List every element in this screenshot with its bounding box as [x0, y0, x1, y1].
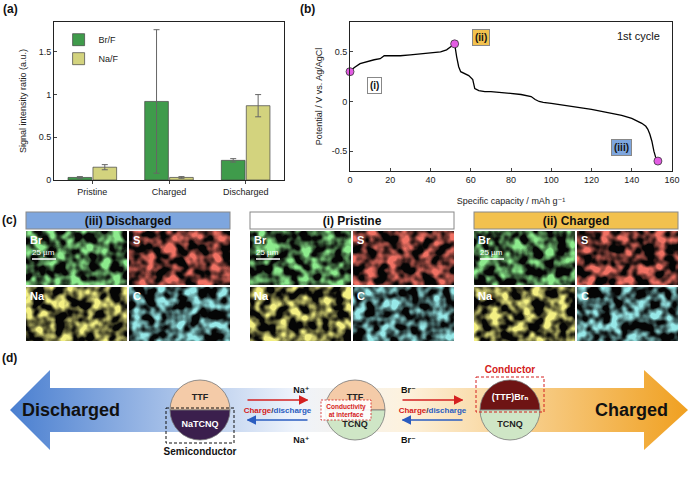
- svg-text:0: 0: [342, 97, 347, 107]
- svg-text:Charged: Charged: [595, 400, 668, 420]
- svg-text:Na/F: Na/F: [99, 54, 119, 64]
- svg-text:1st cycle: 1st cycle: [617, 30, 660, 42]
- svg-text:Discharged: Discharged: [22, 400, 120, 420]
- svg-text:(ii): (ii): [475, 32, 487, 43]
- svg-text:(i): (i): [370, 80, 379, 91]
- svg-text:Conductor: Conductor: [485, 364, 536, 375]
- svg-text:Br: Br: [254, 234, 267, 246]
- svg-text:S: S: [581, 234, 588, 246]
- svg-text:(d): (d): [2, 351, 17, 365]
- svg-text:TTF: TTF: [346, 392, 364, 402]
- svg-text:S: S: [133, 234, 140, 246]
- svg-text:S: S: [357, 234, 364, 246]
- svg-text:0: 0: [347, 175, 352, 185]
- svg-text:Charge/discharge: Charge/discharge: [244, 406, 312, 415]
- svg-text:Br⁻: Br⁻: [401, 385, 416, 395]
- svg-text:-0.5: -0.5: [332, 146, 348, 156]
- svg-text:100: 100: [544, 175, 559, 185]
- svg-text:(TTF)Brₙ: (TTF)Brₙ: [492, 392, 529, 402]
- svg-text:Specific capacity / mAh g⁻¹: Specific capacity / mAh g⁻¹: [457, 196, 565, 206]
- svg-text:1.5: 1.5: [39, 47, 52, 57]
- svg-text:Conductivity: Conductivity: [326, 403, 366, 411]
- svg-text:Charge/discharge: Charge/discharge: [399, 406, 467, 415]
- svg-text:TCNQ: TCNQ: [342, 419, 368, 429]
- svg-text:60: 60: [466, 175, 476, 185]
- svg-text:40: 40: [425, 175, 435, 185]
- svg-text:Na: Na: [254, 290, 269, 302]
- svg-text:at interface: at interface: [329, 411, 364, 418]
- svg-text:(i) Pristine: (i) Pristine: [323, 214, 382, 228]
- svg-text:0.5: 0.5: [39, 132, 52, 142]
- svg-text:20: 20: [385, 175, 395, 185]
- svg-text:80: 80: [506, 175, 516, 185]
- svg-text:160: 160: [664, 175, 679, 185]
- svg-text:C: C: [133, 290, 141, 302]
- svg-text:0: 0: [46, 175, 51, 185]
- svg-text:25 µm: 25 µm: [256, 248, 279, 257]
- svg-text:Na⁺: Na⁺: [293, 385, 310, 395]
- svg-text:Semiconductor: Semiconductor: [164, 446, 237, 457]
- svg-text:25 µm: 25 µm: [480, 248, 503, 257]
- svg-text:Na: Na: [478, 290, 493, 302]
- svg-text:NaTCNQ: NaTCNQ: [181, 419, 218, 429]
- svg-text:(ii) Charged: (ii) Charged: [543, 214, 610, 228]
- svg-text:Br: Br: [30, 234, 43, 246]
- html-text:(a): (a): [3, 2, 18, 16]
- svg-text:1: 1: [46, 90, 51, 100]
- svg-text:Na: Na: [30, 290, 45, 302]
- svg-text:120: 120: [584, 175, 599, 185]
- svg-text:C: C: [357, 290, 365, 302]
- svg-text:Na⁺: Na⁺: [293, 435, 310, 445]
- svg-text:Signal intensity ratio (a.u.): Signal intensity ratio (a.u.): [18, 49, 28, 153]
- svg-text:Pristine: Pristine: [77, 187, 107, 197]
- html-text:(b): (b): [300, 2, 316, 16]
- svg-text:140: 140: [624, 175, 639, 185]
- svg-text:25 µm: 25 µm: [32, 248, 55, 257]
- svg-text:Br: Br: [478, 234, 491, 246]
- svg-text:Br⁻: Br⁻: [401, 435, 416, 445]
- svg-text:C: C: [581, 290, 589, 302]
- svg-text:TCNQ: TCNQ: [497, 419, 523, 429]
- svg-text:(iii): (iii): [614, 142, 629, 153]
- svg-text:Potential / V vs. Ag/AgCl: Potential / V vs. Ag/AgCl: [314, 48, 324, 146]
- svg-text:Charged: Charged: [152, 187, 187, 197]
- svg-text:Br/F: Br/F: [99, 35, 117, 45]
- svg-text:Discharged: Discharged: [223, 187, 269, 197]
- svg-text:TTF: TTF: [192, 392, 209, 402]
- svg-text:(iii) Discharged: (iii) Discharged: [85, 214, 172, 228]
- svg-text:0.5: 0.5: [335, 47, 348, 57]
- svg-text:(c): (c): [2, 213, 17, 227]
